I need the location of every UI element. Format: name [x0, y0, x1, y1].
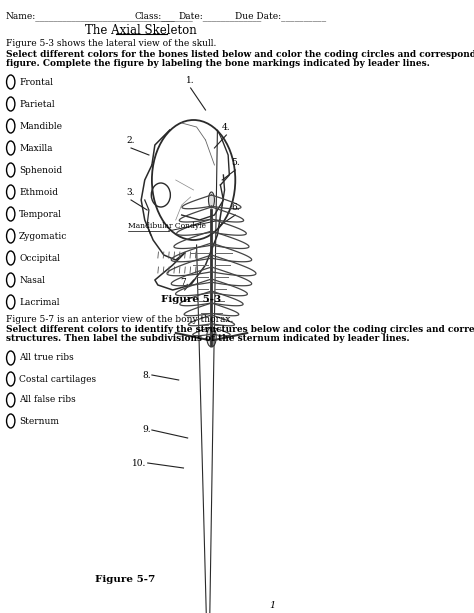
Text: Select different colors to identify the structures below and color the coding ci: Select different colors to identify the … [6, 325, 474, 334]
Text: 7.: 7. [180, 278, 189, 287]
Text: 6.: 6. [231, 203, 239, 212]
Text: Figure 5-3 shows the lateral view of the skull.: Figure 5-3 shows the lateral view of the… [6, 39, 216, 48]
Text: Frontal: Frontal [19, 77, 53, 86]
Text: Sphenoid: Sphenoid [19, 166, 62, 175]
Text: Maxilla: Maxilla [19, 143, 53, 153]
Text: figure. Complete the figure by labeling the bone markings indicated by leader li: figure. Complete the figure by labeling … [6, 59, 430, 68]
Text: 5.: 5. [231, 158, 240, 167]
Text: Temporal: Temporal [19, 210, 62, 218]
Text: Costal cartilages: Costal cartilages [19, 375, 96, 384]
Text: Date:_____________: Date:_____________ [179, 11, 262, 21]
Text: 2.: 2. [127, 136, 135, 145]
Text: 9.: 9. [142, 425, 151, 435]
Text: 1: 1 [269, 601, 275, 610]
Text: Figure 5-7: Figure 5-7 [95, 575, 155, 584]
Text: 4.: 4. [222, 123, 231, 132]
Text: 8.: 8. [142, 370, 151, 379]
Ellipse shape [207, 327, 216, 347]
Text: Figure 5-7 is an anterior view of the bony thorax.: Figure 5-7 is an anterior view of the bo… [6, 315, 233, 324]
Ellipse shape [209, 192, 214, 208]
Text: 3.: 3. [127, 188, 135, 197]
Text: The Axial Skeleton: The Axial Skeleton [85, 23, 197, 37]
Text: Select different colors for the bones listed below and color the coding circles : Select different colors for the bones li… [6, 50, 474, 59]
Text: Lacrimal: Lacrimal [19, 297, 60, 306]
Text: Sternum: Sternum [19, 416, 59, 425]
Text: 1.: 1. [186, 76, 195, 85]
Text: structures. Then label the subdivisions of the sternum indicated by leader lines: structures. Then label the subdivisions … [6, 334, 410, 343]
Text: Mandible: Mandible [19, 121, 62, 131]
Text: 10.: 10. [132, 459, 146, 468]
Text: All true ribs: All true ribs [19, 354, 74, 362]
Text: Ethmoid: Ethmoid [19, 188, 58, 197]
Text: Class:_______: Class:_______ [134, 11, 193, 21]
Text: All false ribs: All false ribs [19, 395, 76, 405]
Text: Occipital: Occipital [19, 254, 60, 262]
Text: Mandibular Condyle: Mandibular Condyle [128, 222, 206, 230]
Text: Parietal: Parietal [19, 99, 55, 109]
Text: Zygomatic: Zygomatic [19, 232, 67, 240]
Text: Nasal: Nasal [19, 275, 45, 284]
Text: Due Date:__________: Due Date:__________ [235, 11, 327, 21]
Text: Name:_______________________________: Name:_______________________________ [6, 11, 176, 21]
Text: Figure 5-3: Figure 5-3 [161, 295, 221, 304]
